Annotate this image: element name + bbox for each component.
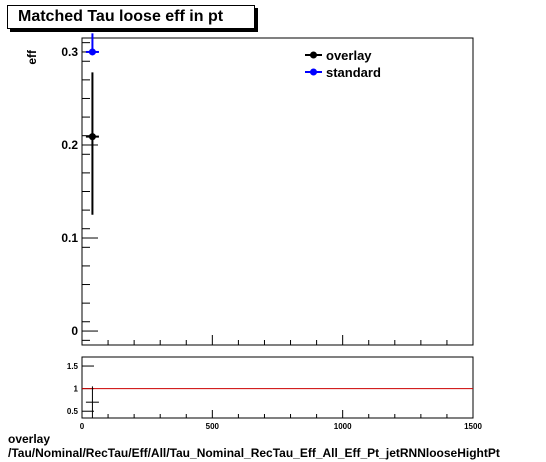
ratio-y-tick-label: 0.5	[67, 407, 79, 416]
main-y-tick-label: 0	[71, 324, 78, 338]
footer-label: overlay	[8, 432, 51, 446]
ratio-x-tick-label: 0	[80, 422, 85, 431]
chart-title: Matched Tau loose eff in pt	[18, 8, 224, 25]
ratio-x-tick-label: 1000	[334, 422, 352, 431]
overlay-point	[88, 133, 96, 141]
main-y-tick-label: 0.2	[61, 138, 78, 152]
ratio-plot-frame	[81, 356, 474, 419]
legend-marker-standard	[310, 68, 317, 76]
chart-title-box: Matched Tau loose eff in pt	[7, 5, 255, 29]
legend-label-overlay: overlay	[326, 48, 372, 63]
main-y-tick-label: 0.1	[61, 231, 78, 245]
footer-path: /Tau/Nominal/RecTau/Eff/All/Tau_Nominal_…	[8, 446, 500, 460]
main-y-tick-label: 0.3	[61, 45, 78, 59]
main-plot-frame	[81, 37, 474, 346]
legend-label-standard: standard	[326, 65, 381, 80]
legend-marker-overlay	[310, 51, 317, 59]
ratio-x-tick-label: 1500	[464, 422, 482, 431]
ratio-x-tick-label: 500	[206, 422, 220, 431]
ratio-y-tick-label: 1	[74, 385, 79, 394]
main-y-axis-label: eff	[25, 49, 39, 65]
standard-point	[88, 48, 96, 56]
ratio-y-tick-label: 1.5	[67, 362, 79, 371]
